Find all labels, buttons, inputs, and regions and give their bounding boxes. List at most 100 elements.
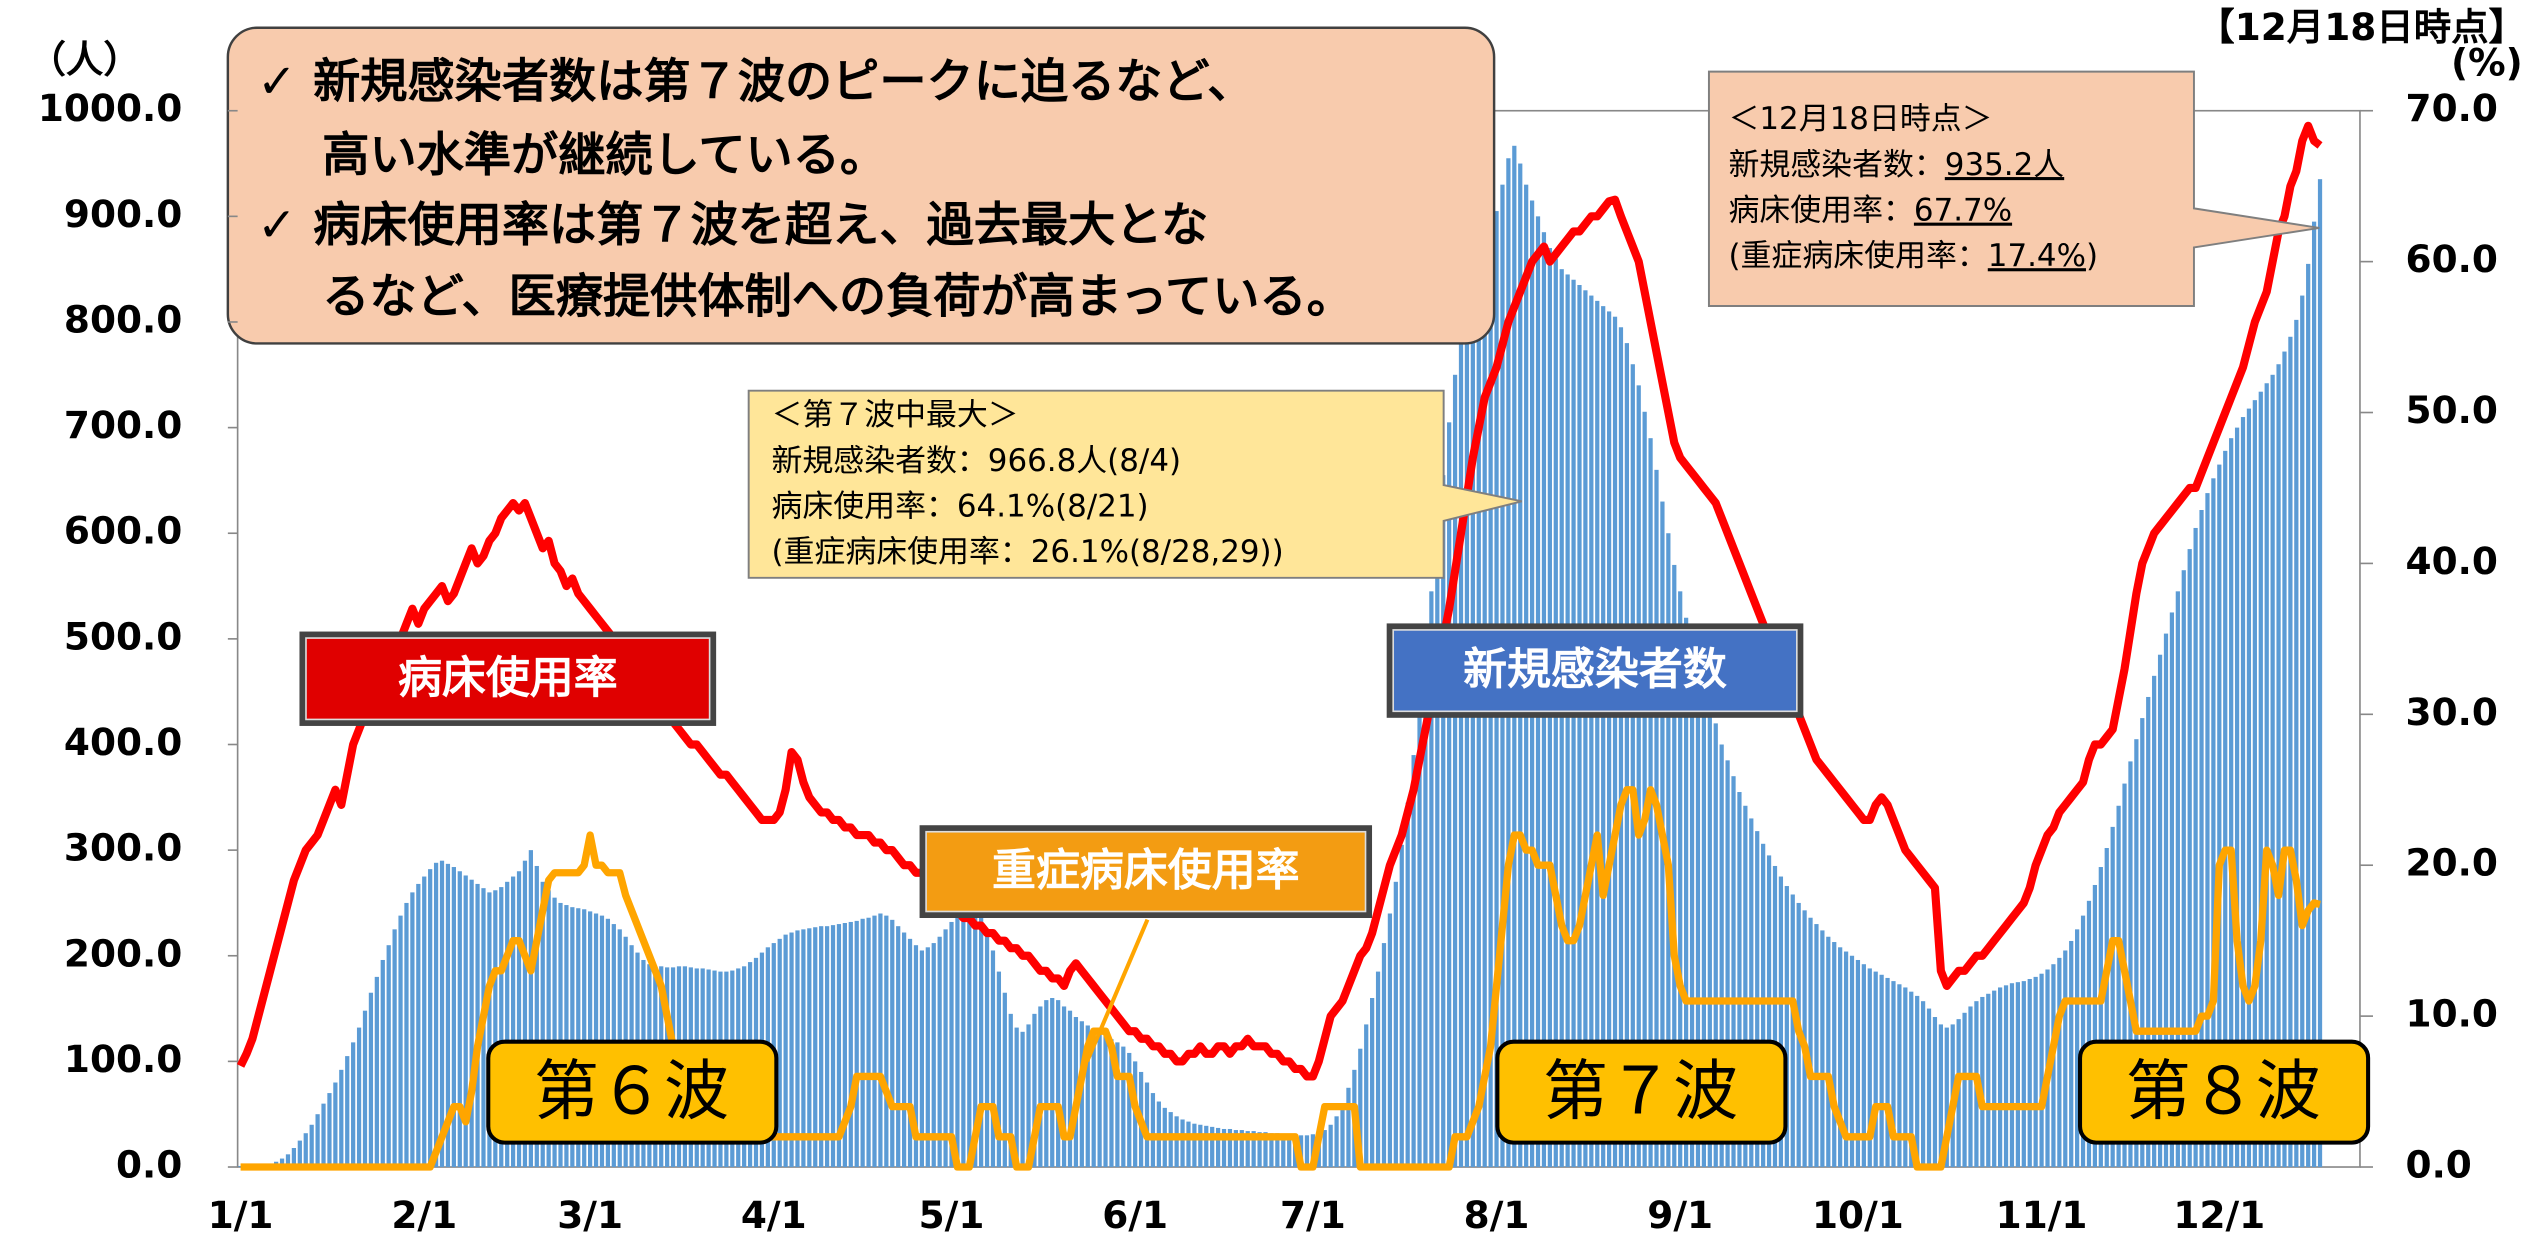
bar xyxy=(2163,633,2169,1168)
bar xyxy=(1968,1006,1973,1168)
bar xyxy=(1239,1130,1244,1168)
bar xyxy=(1980,996,1985,1168)
y-tick-label: 600.0 xyxy=(64,509,182,553)
bar xyxy=(552,897,557,1168)
headline-line: ✓ 病床使用率は第７波を超え、過去最大とな xyxy=(257,198,1208,253)
bar xyxy=(2092,884,2098,1168)
bar xyxy=(1577,285,1582,1168)
bar xyxy=(1452,374,1458,1168)
x-tick-label: 6/1 xyxy=(1102,1193,1168,1237)
bar xyxy=(499,887,504,1168)
wave-label: 第８波 xyxy=(2126,1054,2321,1129)
line xyxy=(240,786,2321,1171)
bar xyxy=(2015,982,2021,1168)
bar xyxy=(1725,760,1730,1168)
bar xyxy=(463,875,468,1168)
bar xyxy=(1257,1132,1262,1168)
bar xyxy=(854,920,859,1168)
bar xyxy=(2270,374,2275,1168)
bar xyxy=(1215,1127,1221,1168)
bar xyxy=(1091,1029,1096,1168)
y2-tick-label: 20.0 xyxy=(2406,841,2498,885)
bar xyxy=(1695,659,1701,1168)
x-tick-label: 11/1 xyxy=(1996,1193,2088,1237)
bar xyxy=(842,923,847,1168)
bar xyxy=(1790,894,1795,1168)
bar xyxy=(309,1124,314,1168)
bar xyxy=(824,926,830,1168)
bar xyxy=(819,926,824,1168)
bar xyxy=(1595,300,1600,1168)
bar xyxy=(1103,1036,1108,1168)
lines xyxy=(236,121,2323,1171)
wave-box xyxy=(2077,1039,2371,1145)
bar xyxy=(801,929,806,1168)
bar xyxy=(1364,1024,1369,1168)
bar xyxy=(439,860,445,1168)
bar xyxy=(540,881,545,1168)
bar xyxy=(2199,510,2204,1168)
bar xyxy=(1932,1017,1938,1168)
y-tick-label: 700.0 xyxy=(64,403,182,447)
bar xyxy=(1624,343,1629,1168)
bar xyxy=(836,924,842,1168)
bar xyxy=(2063,950,2068,1168)
legend-label: 重症病床使用率 xyxy=(992,845,1300,896)
bar xyxy=(2116,805,2121,1168)
bar xyxy=(356,1027,362,1168)
bar xyxy=(1601,306,1606,1168)
bar xyxy=(984,929,990,1168)
bar xyxy=(1944,1027,1949,1168)
bar xyxy=(1749,818,1754,1168)
bar xyxy=(2021,981,2026,1168)
bar xyxy=(1612,316,1618,1168)
x-tick-label: 1/1 xyxy=(208,1193,274,1237)
bar xyxy=(1346,1087,1351,1168)
bar xyxy=(996,971,1002,1168)
bar xyxy=(1050,998,1055,1168)
bar xyxy=(1251,1131,1256,1168)
bar xyxy=(303,1133,308,1168)
line xyxy=(236,121,2323,1081)
bar xyxy=(1121,1046,1126,1168)
callout-line: 病床使用率：64.1%(8/21) xyxy=(771,488,1148,524)
bar xyxy=(2240,417,2246,1168)
bar xyxy=(2033,976,2038,1168)
bar xyxy=(2027,978,2032,1168)
bar xyxy=(1287,1134,1292,1168)
bar xyxy=(1008,1013,1013,1168)
callout-label: 新規感染者数： xyxy=(1728,147,1944,183)
bar xyxy=(2217,464,2222,1168)
bar xyxy=(522,860,528,1168)
bar xyxy=(2128,761,2133,1168)
bar xyxy=(807,928,812,1168)
bar xyxy=(925,947,930,1168)
legend-badge xyxy=(925,830,1367,913)
y2-tick-label: 60.0 xyxy=(2406,237,2498,281)
bar xyxy=(1144,1082,1150,1168)
bar xyxy=(1938,1024,1943,1168)
y-tick-label: 1000.0 xyxy=(38,86,182,130)
bar xyxy=(1583,290,1588,1168)
callout-value: 935.2人 xyxy=(1945,147,2064,183)
bar xyxy=(2300,295,2305,1168)
bar xyxy=(392,929,397,1168)
bar xyxy=(2282,351,2287,1168)
bar xyxy=(1067,1010,1073,1168)
bar xyxy=(516,871,522,1168)
bar xyxy=(1606,311,1612,1168)
bar xyxy=(404,902,409,1168)
bar xyxy=(2264,383,2269,1168)
bar xyxy=(2252,400,2257,1168)
bar xyxy=(1328,1124,1333,1168)
bar xyxy=(487,892,492,1168)
bar xyxy=(368,992,374,1168)
bar xyxy=(2057,957,2062,1168)
bar xyxy=(1707,702,1712,1168)
bar xyxy=(1038,1006,1043,1168)
bar xyxy=(1909,991,1914,1168)
callout-line: (重症病床使用率：17.4%) xyxy=(1728,238,2098,274)
bar xyxy=(1565,274,1570,1168)
bar xyxy=(351,1042,356,1168)
y-tick-label: 100.0 xyxy=(64,1037,182,1081)
